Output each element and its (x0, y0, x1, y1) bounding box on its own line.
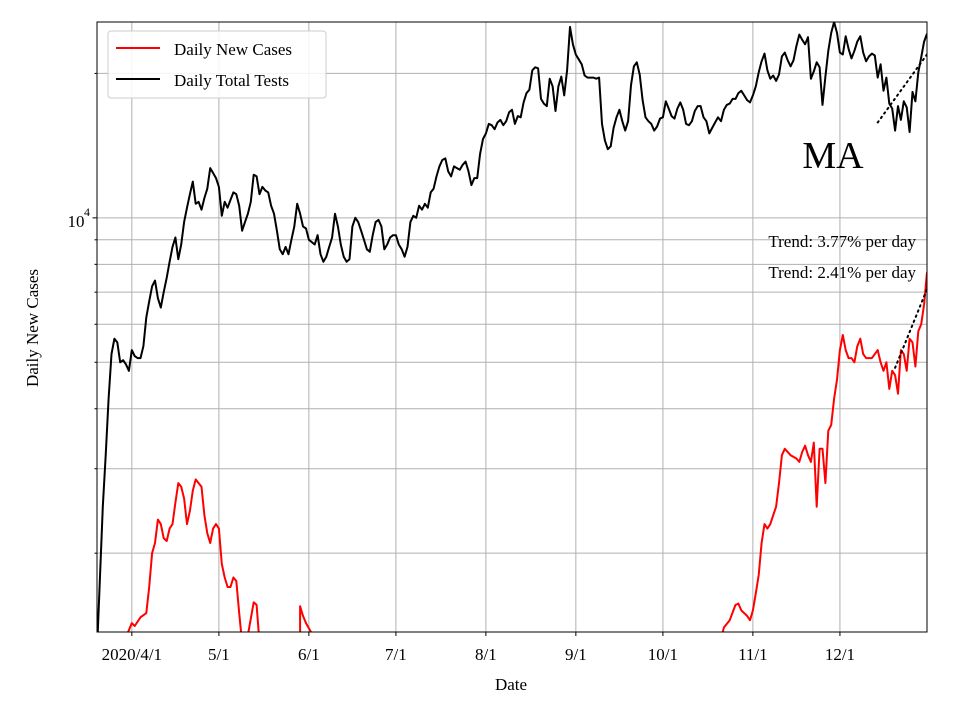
plot-frame (96, 21, 928, 633)
grid-lines (97, 22, 927, 632)
x-tick-label: 11/1 (738, 645, 768, 664)
x-tick-label: 2020/4/1 (102, 645, 162, 664)
trend-text-tests: Trend: 3.77% per day (768, 232, 916, 251)
legend-label-tests: Daily Total Tests (174, 71, 289, 90)
x-tick-label: 8/1 (475, 645, 497, 664)
x-tick-label: 7/1 (385, 645, 407, 664)
series-line-daily-new-cases (299, 605, 313, 632)
legend-label-cases: Daily New Cases (174, 40, 292, 59)
series-line-daily-new-cases (127, 478, 260, 632)
legend: Daily New Cases Daily Total Tests (107, 30, 327, 99)
trend-line-cases (894, 288, 927, 369)
x-tick-label: 6/1 (298, 645, 320, 664)
state-annotation: MA (802, 135, 864, 177)
series-line-daily-new-cases (721, 272, 927, 632)
legend-box (107, 30, 327, 99)
y-tick-label: 10 (68, 212, 85, 231)
x-tick-label: 12/1 (825, 645, 855, 664)
trend-text-cases: Trend: 2.41% per day (768, 263, 916, 282)
series-line-daily-total-tests (97, 22, 927, 632)
x-tick-label: 5/1 (208, 645, 230, 664)
series-layer (97, 22, 927, 632)
x-axis-label: Date (495, 675, 527, 694)
x-tick-label: 10/1 (648, 645, 678, 664)
axis-ticks: 2020/4/1 5/1 6/1 7/1 8/1 9/1 10/1 11/1 12/1 10 4 (68, 72, 855, 664)
x-tick-label: 9/1 (565, 645, 587, 664)
y-tick-label-exponent: 4 (84, 205, 90, 219)
y-axis-label: Daily New Cases (23, 269, 42, 387)
